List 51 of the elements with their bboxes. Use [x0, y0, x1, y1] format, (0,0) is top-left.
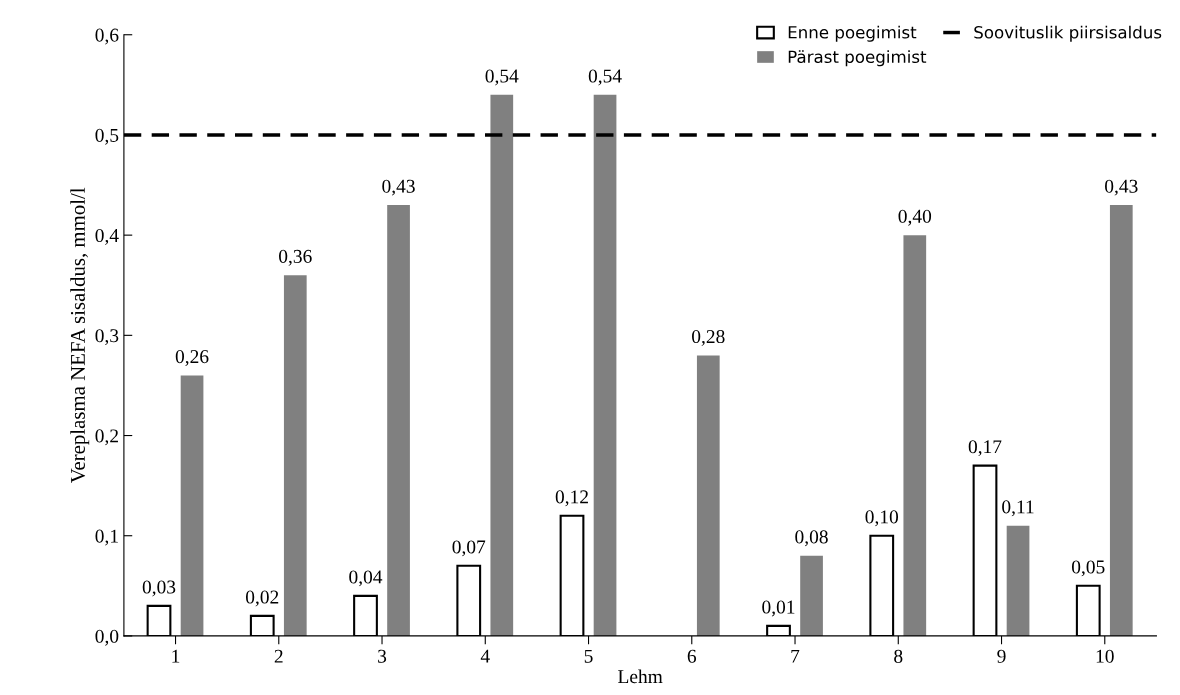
x-axis-title: Lehm — [618, 669, 663, 684]
data-label: 0,12 — [555, 490, 588, 507]
bar — [180, 375, 204, 636]
x-tick-label: 4 — [480, 649, 490, 663]
data-label: 0,10 — [865, 510, 899, 527]
y-tick-label: 0,2 — [95, 429, 118, 446]
bar — [903, 235, 927, 636]
data-label: 0,36 — [279, 249, 312, 266]
data-label: 0,04 — [349, 570, 383, 587]
y-tick-label: 0,4 — [95, 228, 119, 245]
y-tick-label: 0,3 — [95, 329, 119, 346]
x-tick-label: 8 — [894, 649, 903, 663]
bar — [593, 94, 617, 636]
data-label: 0,03 — [142, 580, 176, 597]
y-tick-label: 0,0 — [95, 629, 119, 646]
data-label: 0,05 — [1071, 560, 1105, 577]
data-label: 0,40 — [898, 209, 932, 226]
data-label: 0,26 — [175, 350, 209, 366]
data-label: 0,54 — [485, 69, 519, 86]
x-tick-label: 1 — [172, 649, 180, 663]
y-tick-label: 0,6 — [95, 28, 119, 45]
legend-label: Pärast poegimist — [788, 50, 927, 67]
legend-label: Soovituslik piirsisaldus — [974, 25, 1162, 42]
data-label: 0,54 — [588, 69, 622, 86]
x-tick-label: 6 — [687, 649, 697, 663]
y-tick-label: 0,1 — [95, 529, 118, 546]
x-tick-label: 3 — [378, 649, 387, 663]
bar — [800, 555, 823, 636]
bar — [387, 205, 410, 636]
legend-label: Enne poegimist — [788, 25, 917, 42]
x-tick-label: 9 — [997, 649, 1006, 663]
data-label: 0,28 — [692, 329, 725, 346]
data-label: 0,08 — [795, 530, 828, 547]
data-label: 0,11 — [1002, 500, 1034, 517]
bar — [283, 275, 307, 636]
bar — [1006, 525, 1030, 636]
data-label: 0,01 — [762, 600, 795, 617]
x-tick-label: 7 — [791, 649, 800, 663]
data-label: 0,17 — [968, 440, 1002, 457]
data-label: 0,02 — [245, 590, 279, 607]
x-tick-label: 5 — [584, 649, 593, 663]
data-label: 0,43 — [1105, 179, 1138, 196]
data-label: 0,07 — [452, 540, 486, 557]
data-label: 0,43 — [382, 179, 415, 196]
bar — [1109, 205, 1133, 636]
bar — [696, 355, 720, 636]
bar — [490, 94, 514, 636]
x-tick-label: 10 — [1096, 649, 1114, 663]
y-tick-label: 0,5 — [95, 128, 119, 145]
x-tick-label: 2 — [274, 649, 283, 663]
y-axis-title: Vereplasma NEFA sisaldus, mmol/l — [70, 187, 90, 484]
